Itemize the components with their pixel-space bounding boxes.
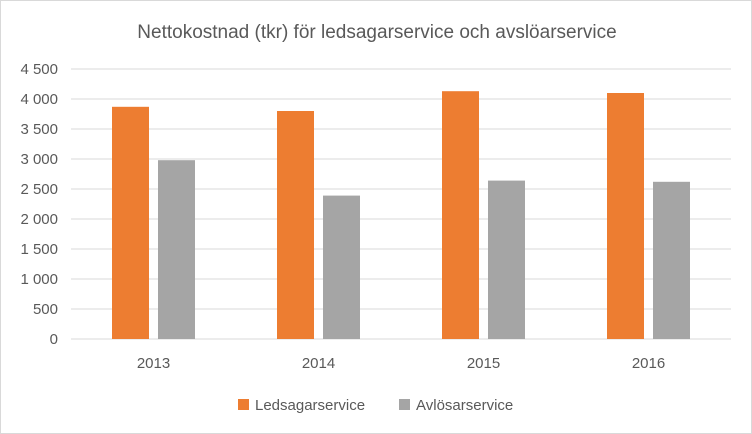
y-tick-label: 1 500 <box>20 241 58 258</box>
y-tick-label: 0 <box>50 331 58 348</box>
x-tick-label: 2013 <box>137 355 170 372</box>
y-tick-label: 3 000 <box>20 151 58 168</box>
bars <box>112 91 690 339</box>
y-tick-label: 3 500 <box>20 121 58 138</box>
bar-avlösarservice-2015 <box>488 180 525 339</box>
bar-avlösarservice-2016 <box>653 181 690 339</box>
y-tick-label: 4 000 <box>20 91 58 108</box>
bar-avlösarservice-2013 <box>158 160 195 339</box>
legend-swatch-avlösarservice <box>399 399 410 410</box>
bar-avlösarservice-2014 <box>323 195 360 339</box>
bar-ledsagarservice-2013 <box>112 106 149 339</box>
y-axis-ticks: 0 500 1 000 1 500 2 000 2 500 3 000 3 500 4 000 4… <box>20 61 58 348</box>
y-tick-label: 2 500 <box>20 181 58 198</box>
x-tick-label: 2016 <box>632 355 665 372</box>
y-tick-label: 4 500 <box>20 61 58 78</box>
bar-ledsagarservice-2014 <box>277 111 314 339</box>
legend: Ledsagarservice Avlösarservice <box>238 397 513 414</box>
x-axis-ticks: 2013 2014 2015 2016 <box>137 355 665 372</box>
bar-ledsagarservice-2016 <box>607 93 644 339</box>
chart-title: Nettokostnad (tkr) för ledsagarservice o… <box>137 22 616 43</box>
y-tick-label: 2 000 <box>20 211 58 228</box>
x-tick-label: 2014 <box>302 355 335 372</box>
legend-label-avlösarservice: Avlösarservice <box>416 397 513 414</box>
y-tick-label: 1 000 <box>20 271 58 288</box>
bar-ledsagarservice-2015 <box>442 91 479 339</box>
legend-label-ledsagarservice: Ledsagarservice <box>255 397 365 414</box>
legend-swatch-ledsagarservice <box>238 399 249 410</box>
x-tick-label: 2015 <box>467 355 500 372</box>
y-tick-label: 500 <box>33 301 58 318</box>
